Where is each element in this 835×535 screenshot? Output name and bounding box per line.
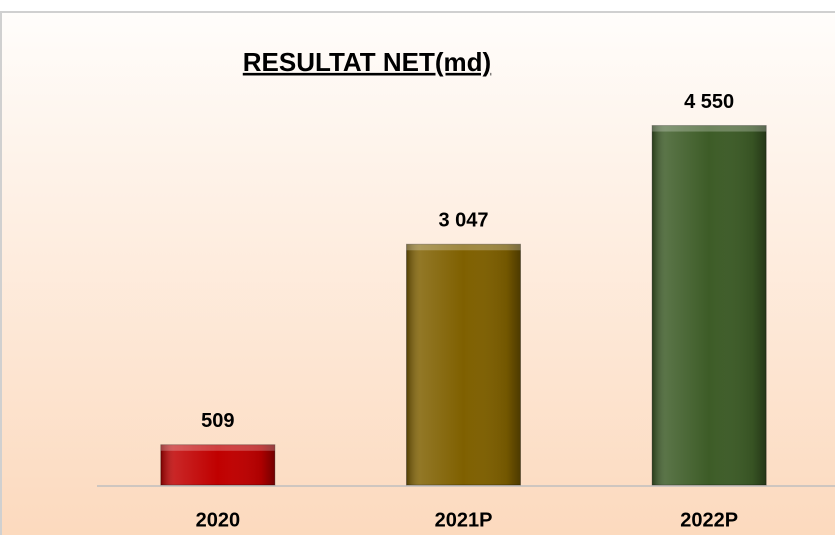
x-tick-label: 2022P bbox=[680, 509, 738, 531]
value-label: 4 550 bbox=[684, 91, 734, 113]
bar-shading bbox=[652, 125, 767, 486]
x-tick-label: 2021P bbox=[435, 509, 493, 531]
bar-bevel bbox=[652, 125, 767, 132]
chart-title: RESULTAT NET(md) bbox=[243, 47, 491, 77]
bar-shading bbox=[160, 444, 275, 485]
bar-bevel bbox=[406, 244, 521, 251]
bar-shading bbox=[406, 244, 521, 485]
x-tick-label: 2020 bbox=[196, 509, 241, 531]
value-label: 3 047 bbox=[438, 210, 488, 232]
value-label: 509 bbox=[201, 410, 234, 432]
bar-bevel bbox=[160, 444, 275, 451]
